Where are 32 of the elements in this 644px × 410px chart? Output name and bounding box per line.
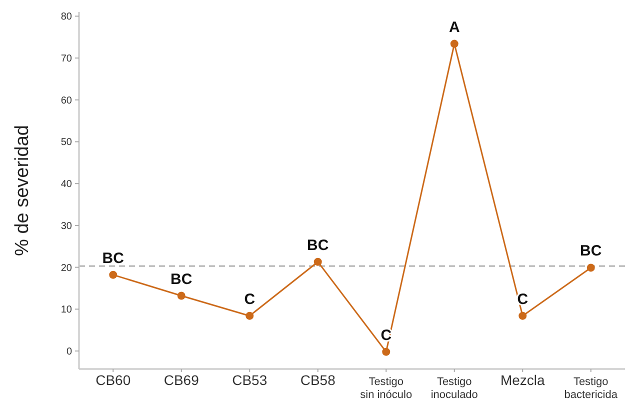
annotation: BC	[580, 242, 602, 260]
point	[382, 348, 390, 356]
y-tick-label: 70	[60, 54, 72, 65]
x-tick-label: CB53	[232, 372, 268, 388]
point	[314, 258, 322, 266]
annotation: C	[244, 290, 256, 308]
annotation: BC	[102, 250, 124, 267]
annotation: A	[448, 18, 460, 36]
y-tick-label: 0	[66, 346, 72, 358]
y-axis-title: % de severidad	[12, 125, 33, 256]
annotation: BC	[170, 270, 192, 288]
x-tick-label: Testigo bactericida	[564, 376, 618, 401]
x-tick-label: Testigo sin inóculo	[360, 376, 412, 401]
point	[586, 264, 595, 272]
x-tick-label: CB58	[300, 372, 336, 388]
annotation: BC	[307, 236, 329, 254]
y-tick-label: 10	[60, 304, 72, 316]
x-tick-label: CB69	[164, 372, 200, 388]
x-tick-label: Testigo inoculado	[430, 376, 478, 401]
y-tick-label: 40	[60, 179, 72, 190]
point	[246, 312, 254, 320]
y-tick-label: 30	[60, 220, 72, 232]
y-tick-label: 60	[60, 95, 72, 106]
x-tick-label: Mezcla	[500, 372, 546, 388]
y-tick-label: 80	[60, 12, 72, 23]
point	[518, 312, 527, 320]
y-tick-label: 20	[60, 262, 72, 274]
point	[450, 40, 458, 48]
point	[109, 270, 118, 279]
y-tick-label: 50	[60, 137, 72, 148]
point	[177, 292, 186, 300]
x-tick-label: CB60	[96, 372, 131, 388]
